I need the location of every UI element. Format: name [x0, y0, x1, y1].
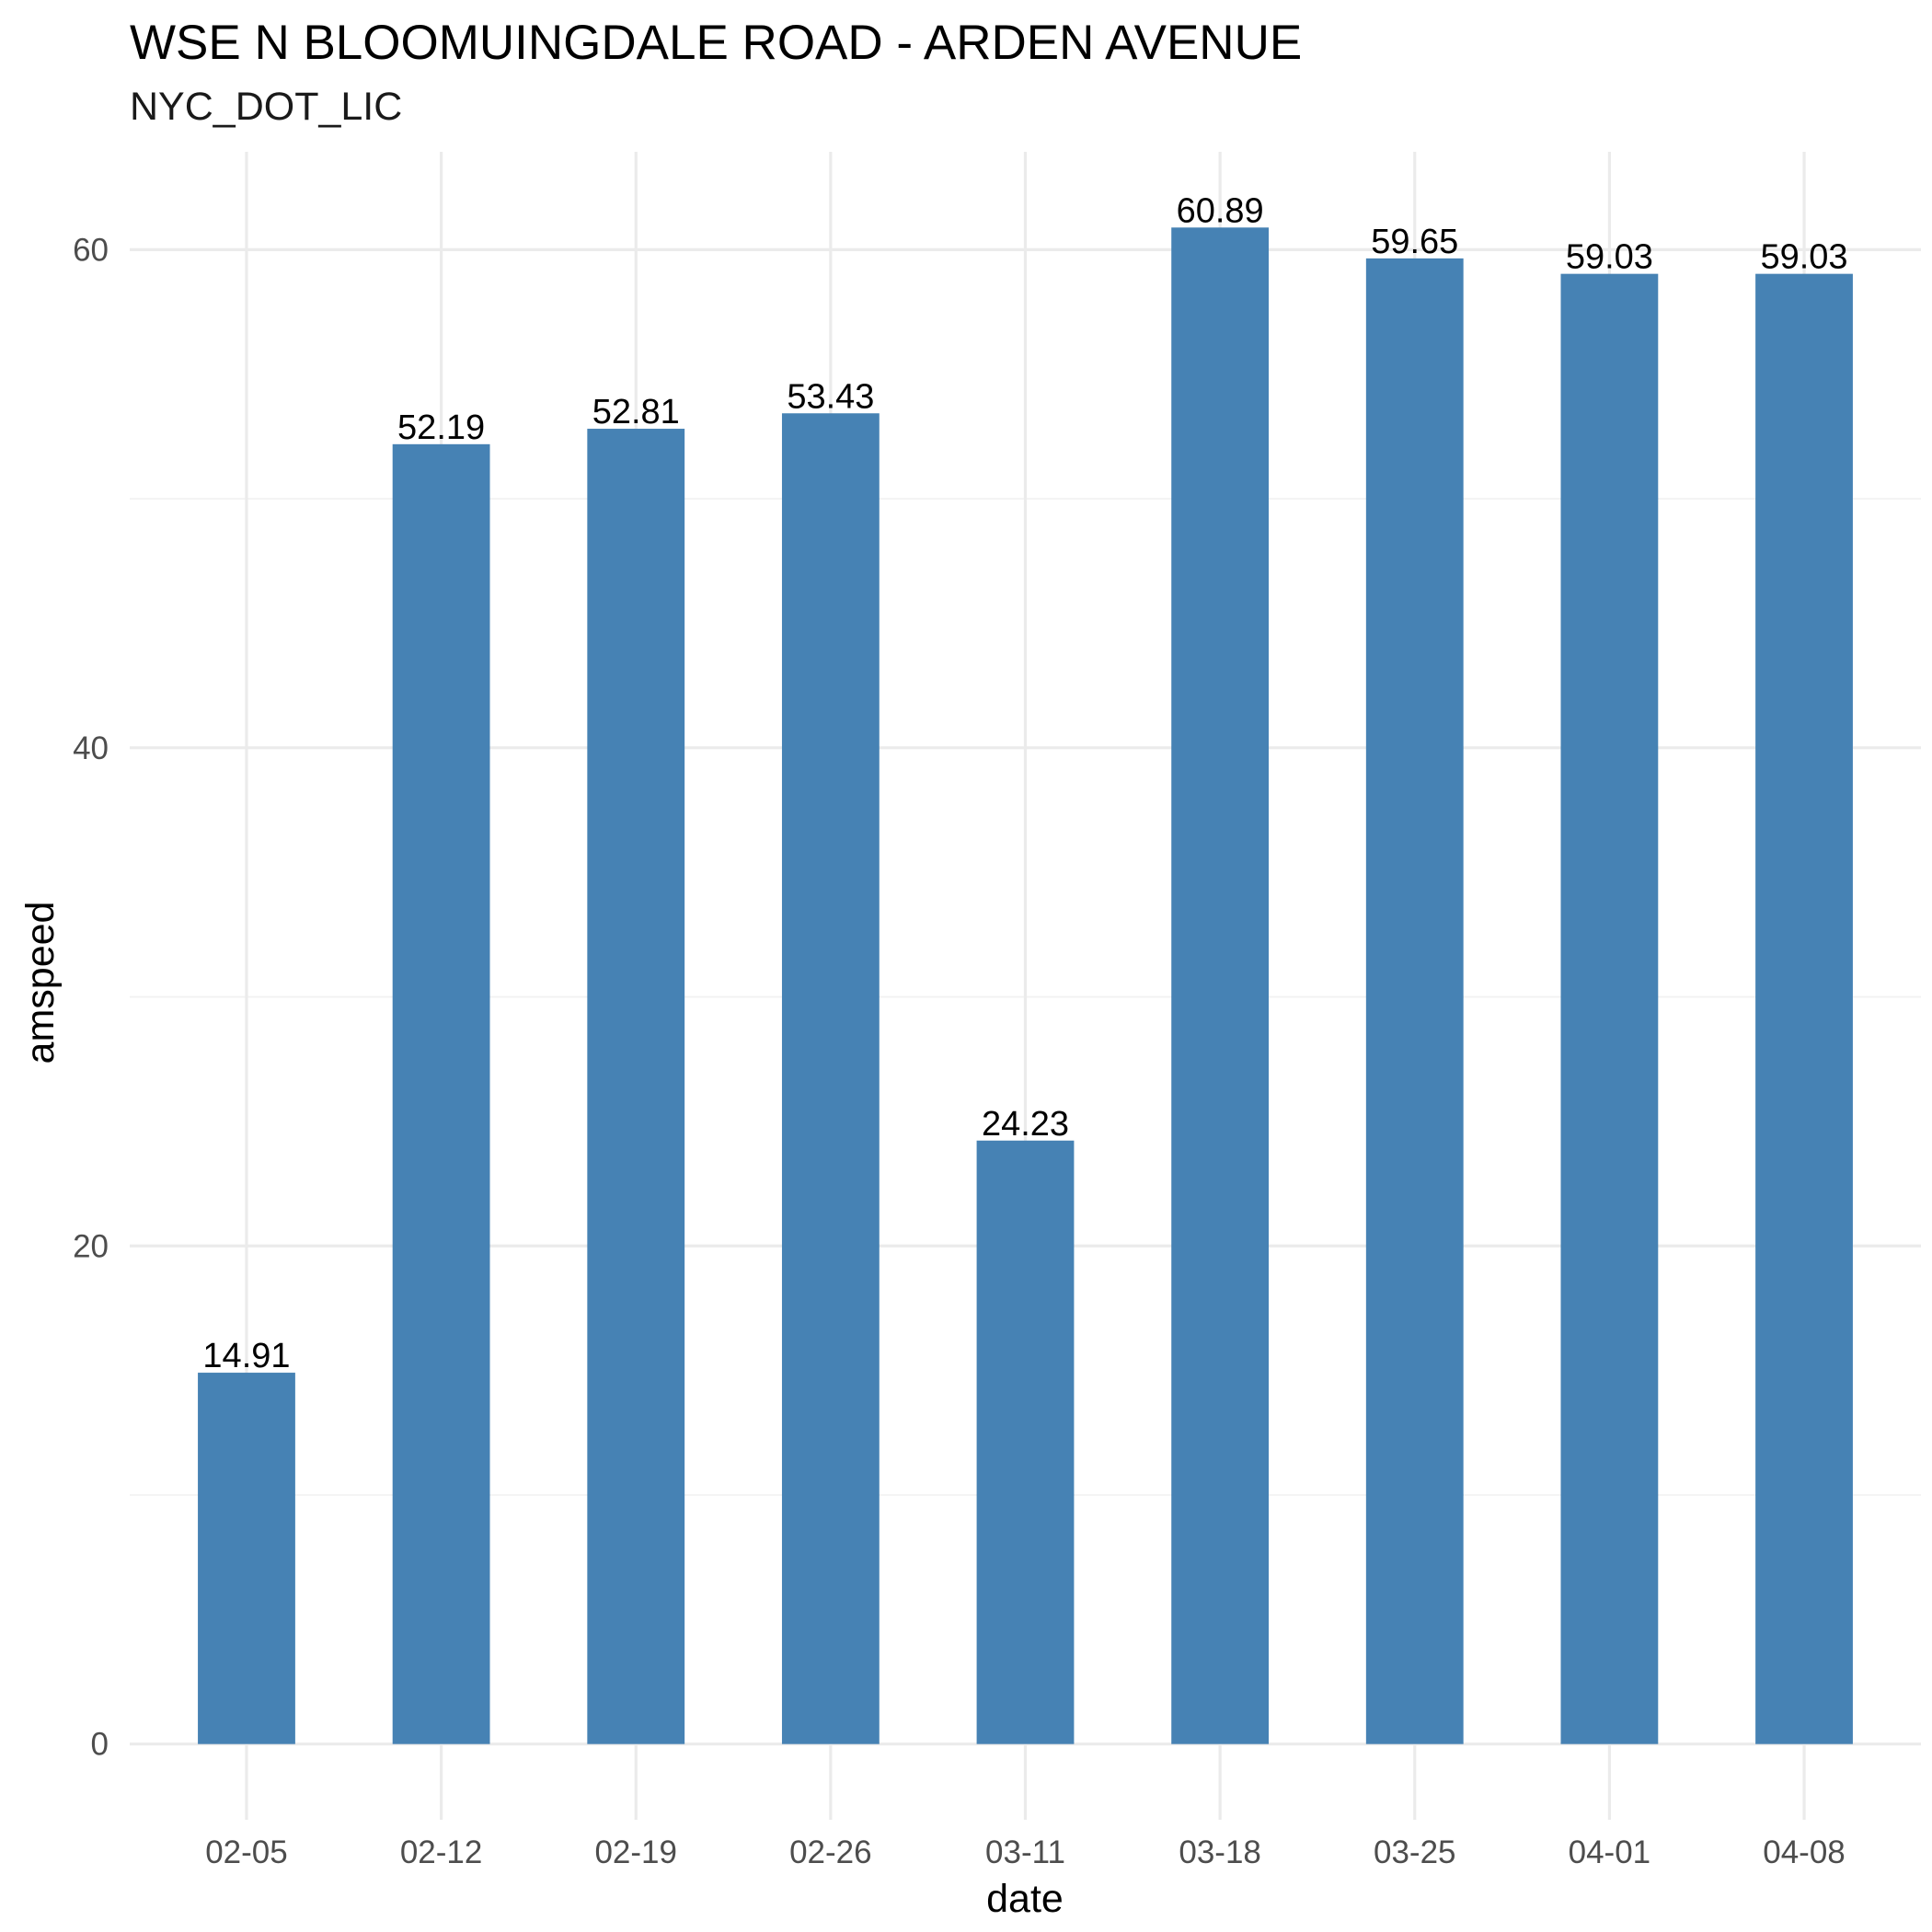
- x-axis-title: date: [986, 1877, 1064, 1921]
- data-label-03-11: 24.23: [982, 1105, 1069, 1144]
- bars: [198, 227, 1853, 1744]
- data-label-03-25: 59.65: [1371, 223, 1458, 261]
- x-tick-label-8: 04-08: [1763, 1834, 1846, 1870]
- bar-02-26: [781, 413, 880, 1744]
- y-tick-label-2: 40: [73, 730, 109, 766]
- bar-03-18: [1171, 227, 1270, 1744]
- bar-02-12: [392, 443, 490, 1744]
- data-label-03-18: 60.89: [1177, 191, 1264, 230]
- y-axis-title: amspeed: [18, 902, 63, 1064]
- data-label-04-08: 59.03: [1760, 238, 1847, 277]
- x-tick-label-4: 03-11: [985, 1834, 1065, 1870]
- y-axis-ticks: 0 20 40 60: [73, 232, 109, 1762]
- data-label-02-26: 53.43: [787, 377, 874, 416]
- bar-04-08: [1755, 273, 1853, 1744]
- x-tick-label-6: 03-25: [1374, 1834, 1456, 1870]
- data-label-04-01: 59.03: [1566, 238, 1653, 277]
- data-label-02-12: 52.19: [397, 408, 485, 447]
- x-tick-label-1: 02-12: [400, 1834, 483, 1870]
- chart-subtitle: NYC_DOT_LIC: [130, 85, 402, 129]
- bar-02-19: [587, 429, 685, 1744]
- bar-04-01: [1560, 273, 1659, 1744]
- x-tick-label-2: 02-19: [594, 1834, 677, 1870]
- bar-02-05: [198, 1373, 295, 1744]
- bar-03-25: [1365, 258, 1464, 1744]
- data-label-02-19: 52.81: [592, 393, 680, 431]
- x-tick-label-0: 02-05: [205, 1834, 288, 1870]
- bar-03-11: [976, 1140, 1075, 1744]
- x-axis-ticks: 02-05 02-12 02-19 02-26 03-11 03-18 03-25 04-01…: [205, 1834, 1846, 1870]
- x-tick-label-5: 03-18: [1179, 1834, 1261, 1870]
- chart-title: WSE N BLOOMUINGDALE ROAD - ARDEN AVENUE: [130, 16, 1302, 70]
- x-tick-label-3: 02-26: [789, 1834, 872, 1870]
- y-tick-label-0: 0: [91, 1727, 109, 1763]
- y-tick-label-3: 60: [73, 232, 109, 268]
- data-label-02-05: 14.91: [202, 1337, 290, 1375]
- data-labels: 14.91 52.19 52.81 53.43 24.23 60.89 59.65 59.03…: [202, 191, 1847, 1375]
- x-tick-label-7: 04-01: [1569, 1834, 1651, 1870]
- y-tick-label-1: 20: [73, 1228, 109, 1264]
